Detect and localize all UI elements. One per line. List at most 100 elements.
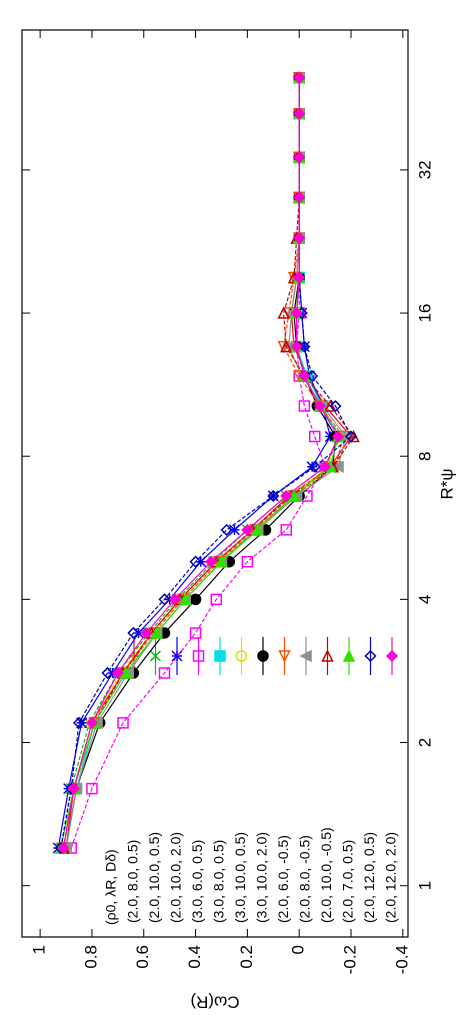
legend-label: (2.0, 12.0, 2.0) [383,832,399,923]
legend-marker [364,649,377,663]
data-point [127,626,140,639]
legend-marker [149,650,162,662]
data-point [57,841,70,855]
y-tick-label: -0.4 [392,945,411,974]
data-point [158,667,171,679]
data-point [280,339,293,353]
data-point [331,460,344,474]
y-tick-label: 1 [30,945,49,954]
data-point [189,593,202,606]
data-point [293,107,306,120]
y-axis-label: Cω(R) [190,993,239,1012]
legend-marker [299,649,312,663]
data-point [178,592,192,606]
x-tick-label: 1 [415,881,434,890]
data-point [86,782,98,795]
legend-marker [385,649,399,663]
legend-marker [192,650,205,662]
y-tick-label: 0.4 [185,945,204,969]
legend-label: (2.0, 7.0, 0.5) [340,840,356,923]
data-point [76,717,88,729]
legend-label: (2.0, 6.0, -0.5) [275,835,291,923]
x-tick-label: 8 [415,451,434,460]
data-point [293,151,306,164]
data-point [140,626,153,639]
data-point [168,593,181,606]
y-tick-label: 0 [289,945,308,954]
data-point [210,593,223,606]
data-point [298,340,311,353]
data-point [324,399,337,412]
data-point [290,340,303,353]
data-point [331,430,345,443]
data-point [306,369,319,383]
series-line [57,77,331,849]
plot-frame [21,29,409,938]
data-point [298,341,310,353]
legend-label: (2.0, 8.0, 0.5) [125,840,141,923]
y-tick-label: 0.2 [237,945,256,969]
y-tick-label: 0.8 [81,945,100,969]
data-point [67,782,80,795]
data-point [319,460,332,473]
data-point [117,717,129,729]
data-point [293,71,306,84]
data-point [228,524,240,536]
x-tick-label: 2 [415,738,434,747]
data-point [251,523,264,536]
data-point [189,555,202,568]
data-point [277,306,290,319]
rotated-plot: R*ψ Cω(R) (ρ0, λR, Dδ) 1 2 4 8 16 32 1 0.8 0.6 0.… [21,29,456,1012]
data-point [308,430,321,443]
legend-label: (3.0, 8.0, 0.5) [211,840,227,923]
legend-label: (3.0, 6.0, 0.5) [189,840,205,923]
data-point [267,489,280,503]
legend-label: (2.0, 10.0, 2.0) [168,832,184,923]
data-point [241,555,254,568]
data-point [293,271,306,284]
data-point [150,626,163,639]
data-point [306,461,318,473]
data-point [298,369,311,383]
x-tick-label: 16 [415,304,434,323]
legend-label: (3.0, 10.0, 2.0) [254,832,270,923]
legend-marker [257,650,269,662]
y-tick-label: 0.6 [133,945,152,969]
series-line [62,77,355,849]
series-line [70,77,326,849]
legend-label: (2.0, 10.0, 0.5) [146,832,162,923]
data-point [241,523,254,536]
data-point [293,232,306,245]
data-point [189,627,202,639]
legend-label: (2.0, 10.0, -0.5) [318,827,334,923]
legend-label: (3.0, 10.0, 0.5) [232,832,248,923]
data-point [72,716,86,729]
legend-marker [171,650,183,662]
legend-title: (ρ0, λR, Dδ) [103,849,119,925]
data-point [220,523,233,536]
data-point [295,306,308,320]
data-point [329,399,342,413]
data-point [205,555,218,568]
legend-label: (2.0, 12.0, 0.5) [361,832,377,923]
data-point [344,430,358,443]
legend-marker [342,649,356,662]
legend-marker [278,650,291,663]
x-tick-label: 32 [415,160,434,179]
data-point [290,306,303,320]
data-point [85,716,99,729]
legend-marker [214,650,226,662]
data-point [313,399,326,413]
x-axis-label: R*ψ [437,468,456,499]
data-point [215,555,228,568]
data-point [298,400,311,412]
legend-marker [235,650,248,662]
data-point [111,666,124,680]
legend-marker [321,649,334,662]
y-tick-label: -0.2 [340,945,359,974]
data-point [293,191,306,204]
data-point [280,524,292,536]
data-point [280,489,293,503]
x-tick-label: 4 [415,595,434,604]
